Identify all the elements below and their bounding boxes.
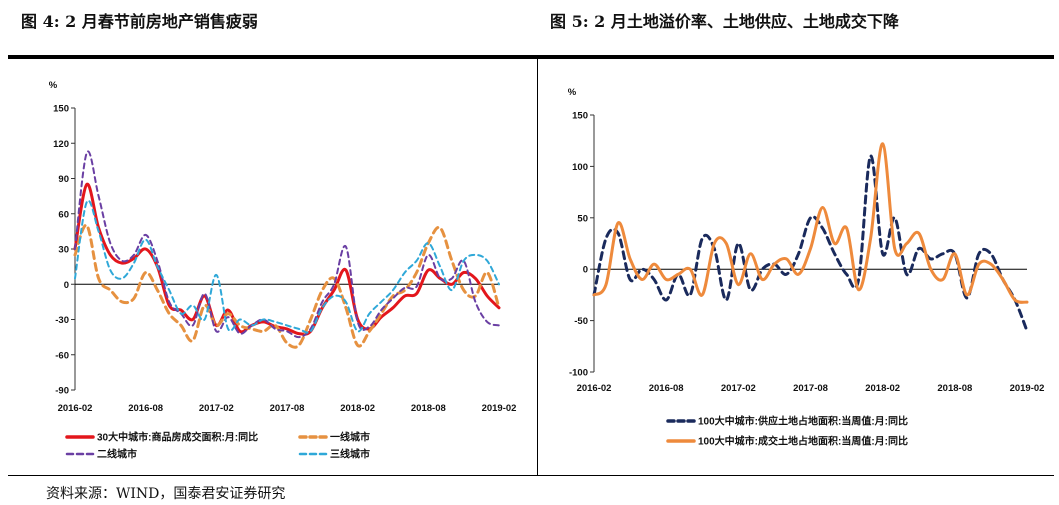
x-tick-label: 2016-08 <box>649 383 684 394</box>
left-chart-title: 图 4: 2 月春节前房地产销售疲弱 <box>21 12 258 31</box>
legend-label-2: 100大中城市:成交土地占地面积:当周值:月:同比 <box>698 435 908 448</box>
panel-divider <box>537 59 538 475</box>
y-tick-label: 0 <box>583 265 588 276</box>
x-tick-label: 2017-02 <box>199 403 234 414</box>
legend-label-1: 100大中城市:供应土地占地面积:当周值:月:同比 <box>698 415 908 428</box>
y-axis-unit: % <box>49 80 58 91</box>
y-tick-label: -100 <box>569 368 588 379</box>
x-tick-label: 2018-02 <box>865 383 900 394</box>
x-tick-label: 2018-08 <box>937 383 972 394</box>
x-tick-label: 2016-02 <box>577 383 612 394</box>
left-line-chart: -90 -60 -30 0 30 60 90 120 150% 2016-02 2016-08 201… <box>49 80 517 461</box>
top-rule <box>8 55 1054 59</box>
y-tick-label: 120 <box>53 139 69 150</box>
y-tick-label: 30 <box>58 245 69 256</box>
x-tick-label: 2019-02 <box>482 403 517 414</box>
series-line-1 <box>73 182 501 336</box>
right-chart-title: 图 5: 2 月土地溢价率、土地供应、土地成交下降 <box>550 12 899 31</box>
series-line-2 <box>592 142 1029 304</box>
y-tick-label: 60 <box>58 209 69 220</box>
y-tick-label: 0 <box>64 280 69 291</box>
x-tick-label: 2017-08 <box>793 383 828 394</box>
y-tick-label: 150 <box>572 111 588 122</box>
x-tick-label: 2016-08 <box>128 403 163 414</box>
y-tick-label: 150 <box>53 104 69 115</box>
legend-label-4: 三线城市 <box>330 448 370 461</box>
x-tick-label: 2019-02 <box>1010 383 1045 394</box>
y-tick-label: 100 <box>572 162 588 173</box>
y-tick-label: -30 <box>55 315 69 326</box>
y-tick-label: 90 <box>58 174 69 185</box>
x-tick-label: 2018-08 <box>411 403 446 414</box>
source-note: 资料来源：WIND，国泰君安证券研究 <box>46 486 286 502</box>
legend-label-2: 一线城市 <box>330 431 370 444</box>
legend-label-1: 30大中城市:商品房成交面积:月:同比 <box>97 431 258 444</box>
right-line-chart: -100 -50 0 50 100 150% 2016-02 2016-08 2017-02 20… <box>568 87 1045 448</box>
y-tick-label: -60 <box>55 350 69 361</box>
series-line-4 <box>74 199 500 334</box>
series-line-3 <box>74 150 500 339</box>
x-tick-label: 2018-02 <box>340 403 375 414</box>
y-tick-label: 50 <box>577 213 588 224</box>
y-tick-label: -90 <box>55 386 69 397</box>
y-tick-label: -50 <box>574 316 588 327</box>
bottom-rule <box>8 475 1054 476</box>
x-tick-label: 2017-02 <box>721 383 756 394</box>
x-tick-label: 2017-08 <box>270 403 305 414</box>
legend-label-3: 二线城市 <box>97 448 137 461</box>
x-tick-label: 2016-02 <box>58 403 93 414</box>
y-axis-unit: % <box>568 87 577 98</box>
